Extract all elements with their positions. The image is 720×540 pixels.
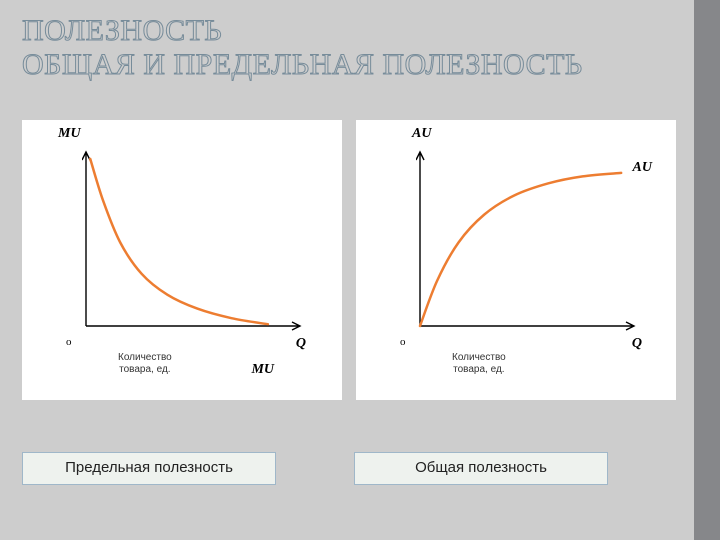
title-block: ПОЛЕЗНОСТЬ ОБЩАЯ И ПРЕДЕЛЬНАЯ ПОЛЕЗНОСТЬ <box>22 14 583 82</box>
title-line-2: ОБЩАЯ И ПРЕДЕЛЬНАЯ ПОЛЕЗНОСТЬ <box>22 48 583 82</box>
mu-x-axis-label: Q <box>296 336 306 352</box>
title-line-1: ПОЛЕЗНОСТЬ <box>22 14 583 48</box>
mu-origin-label: o <box>66 336 72 348</box>
mu-x-title-l2: товара, ед. <box>118 364 172 376</box>
au-x-title-l1: Количество <box>452 352 506 364</box>
slide: ПОЛЕЗНОСТЬ ОБЩАЯ И ПРЕДЕЛЬНАЯ ПОЛЕЗНОСТЬ… <box>0 0 720 540</box>
au-x-title-l2: товара, ед. <box>452 364 506 376</box>
caption-marginal: Предельная полезность <box>22 452 276 485</box>
mu-x-axis-title: Количество товара, ед. <box>118 352 172 375</box>
chart-total-utility: AU Совокупная полезность o Q Количество … <box>356 120 676 400</box>
au-y-axis-label: AU <box>412 126 431 142</box>
au-x-axis-label: Q <box>632 336 642 352</box>
charts-row: MU Предельная полезность o Q Количество … <box>22 120 676 400</box>
mu-curve-label: MU <box>251 362 274 378</box>
au-curve-label: AU <box>633 160 652 176</box>
au-x-axis-title: Количество товара, ед. <box>452 352 506 375</box>
right-accent-bar <box>694 0 720 540</box>
chart-marginal-utility: MU Предельная полезность o Q Количество … <box>22 120 342 400</box>
au-plot <box>416 144 646 334</box>
captions-row: Предельная полезность Общая полезность <box>22 452 608 485</box>
mu-y-axis-label: MU <box>58 126 81 142</box>
caption-total: Общая полезность <box>354 452 608 485</box>
mu-plot <box>82 144 312 334</box>
mu-x-title-l1: Количество <box>118 352 172 364</box>
au-origin-label: o <box>400 336 406 348</box>
